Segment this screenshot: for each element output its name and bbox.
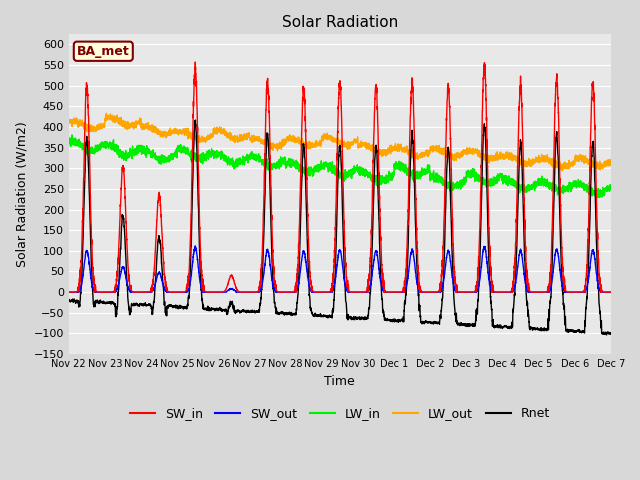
SW_out [607,289,614,295]
LW_out [102,110,110,116]
SW_out [606,289,614,295]
Rnet [320,312,328,318]
SW_in [607,289,614,295]
Rnet [607,331,614,337]
LW_out [607,158,614,164]
SW_out [191,243,199,249]
SW_in [320,289,328,295]
SW_in [431,289,439,295]
Rnet [431,320,439,325]
LW_out [461,150,469,156]
Rnet [461,322,469,328]
LW_in [607,184,614,190]
SW_out [492,289,500,295]
LW_in [320,159,328,165]
LW_out [320,134,328,140]
Rnet [492,324,500,329]
Rnet [607,330,614,336]
Line: LW_out: LW_out [68,113,611,171]
SW_out [163,288,170,294]
Title: Solar Radiation: Solar Radiation [282,15,398,30]
SW_in [461,289,469,295]
LW_out [163,133,170,139]
SW_in [492,289,500,295]
SW_out [431,289,439,295]
Rnet [191,117,199,123]
SW_in [91,289,99,295]
SW_out [461,289,469,295]
SW_in [65,289,72,295]
LW_in [607,183,614,189]
LW_out [431,146,439,152]
LW_out [492,155,500,161]
SW_in [191,59,199,65]
LW_in [68,132,76,138]
LW_in [461,177,469,183]
SW_in [607,289,614,295]
SW_out [65,289,72,295]
Rnet [603,332,611,338]
Line: SW_in: SW_in [68,62,611,292]
Rnet [65,298,72,304]
LW_in [593,195,601,201]
LW_out [607,157,614,163]
Rnet [163,311,170,317]
Y-axis label: Solar Radiation (W/m2): Solar Radiation (W/m2) [15,121,28,267]
SW_out [320,289,328,295]
LW_in [163,156,170,162]
Line: LW_in: LW_in [68,135,611,198]
SW_in [163,282,170,288]
Text: BA_met: BA_met [77,45,130,58]
LW_out [65,119,72,124]
Legend: SW_in, SW_out, LW_in, LW_out, Rnet: SW_in, SW_out, LW_in, LW_out, Rnet [125,402,555,425]
Line: SW_out: SW_out [68,246,611,292]
X-axis label: Time: Time [324,374,355,387]
Line: Rnet: Rnet [68,120,611,335]
LW_in [65,142,72,148]
LW_out [558,168,566,174]
LW_in [431,175,439,180]
LW_in [492,179,500,185]
